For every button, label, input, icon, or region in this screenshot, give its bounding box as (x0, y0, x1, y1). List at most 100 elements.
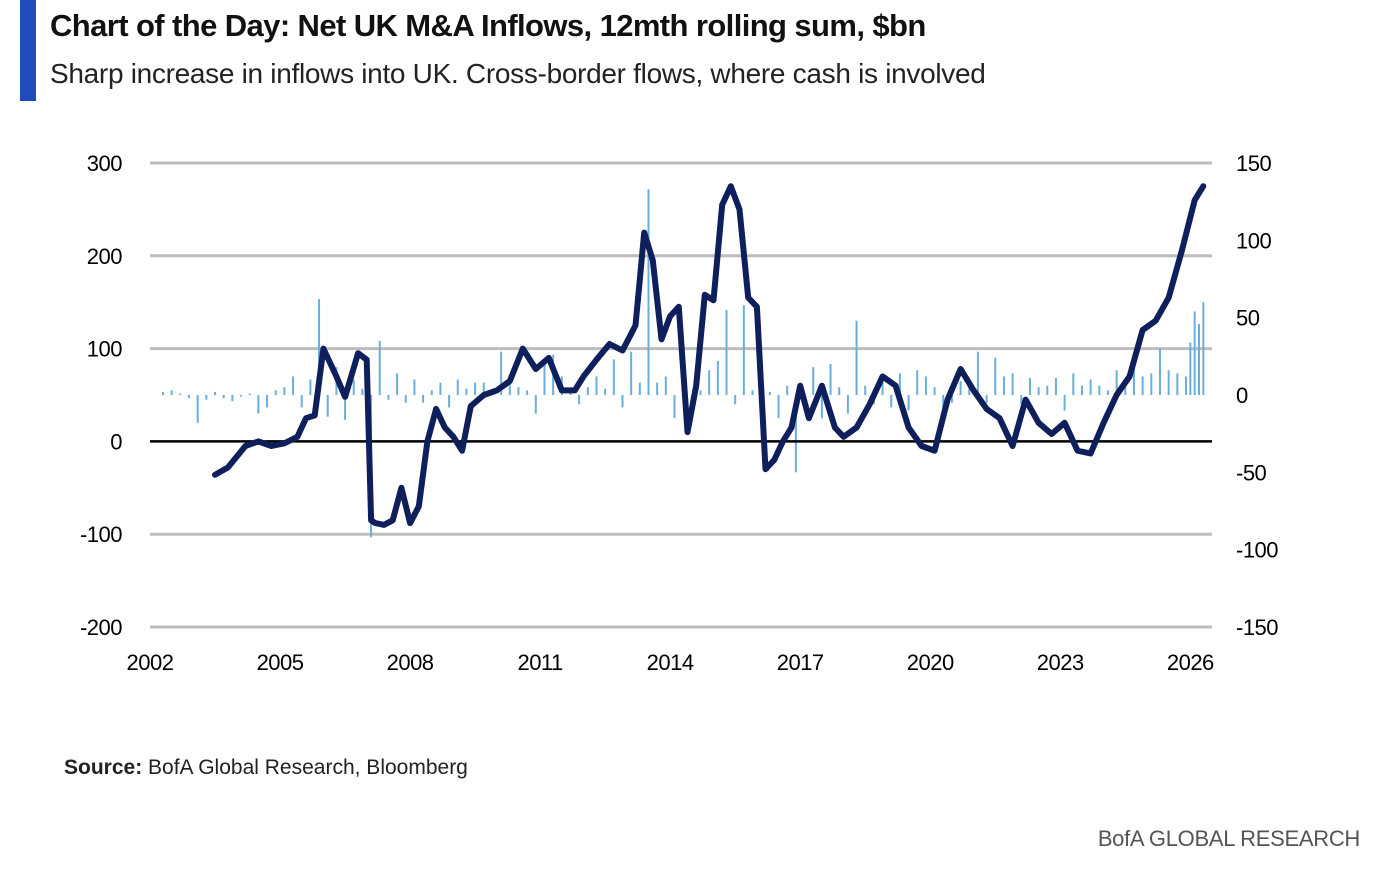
bar (768, 391, 771, 395)
bar (456, 379, 459, 395)
right-tick-label: -100 (1236, 538, 1278, 563)
bar (751, 390, 754, 395)
bar (404, 395, 407, 403)
bar (170, 390, 173, 395)
bar (924, 376, 927, 395)
right-tick-label: -150 (1236, 615, 1278, 640)
left-tick-label: 200 (87, 244, 122, 269)
bar (1080, 385, 1083, 395)
bar (266, 395, 269, 408)
bar (508, 381, 511, 395)
right-tick-label: 150 (1236, 151, 1271, 176)
bar (621, 395, 624, 408)
x-tick-label: 2026 (1167, 650, 1214, 675)
bar (656, 382, 659, 395)
rolling-sum-line (212, 183, 1207, 528)
bar (1197, 323, 1200, 395)
bar (448, 395, 451, 408)
x-axis: 2002 2005 2008 2011 2014 2017 2020 2023 2026 (127, 650, 1215, 675)
bar (1150, 373, 1153, 395)
bar (959, 381, 962, 395)
bar (1089, 379, 1092, 395)
bar (465, 388, 468, 395)
bar (1054, 377, 1057, 395)
bar (812, 367, 815, 395)
bar (378, 340, 381, 395)
source-note: Source: BofA Global Research, Bloomberg (64, 756, 468, 780)
bar (179, 393, 182, 395)
bar (534, 395, 537, 414)
left-tick-label: 0 (110, 429, 122, 454)
bar (673, 395, 676, 419)
bar (838, 387, 841, 395)
bar (1002, 376, 1005, 395)
bar (638, 382, 641, 395)
bar (881, 382, 884, 395)
source-text: BofA Global Research, Bloomberg (142, 756, 468, 779)
bar (742, 305, 745, 395)
bar (907, 395, 910, 411)
bar (968, 387, 971, 395)
bar (1124, 385, 1127, 395)
x-tick-label: 2014 (647, 650, 694, 675)
bar (898, 373, 901, 395)
bar (716, 360, 719, 395)
right-tick-label: 0 (1236, 383, 1248, 408)
bar (482, 382, 485, 395)
bar (1028, 377, 1031, 395)
left-tick-label: -200 (80, 615, 122, 640)
bar (439, 382, 442, 395)
bar (734, 395, 737, 405)
bar (543, 364, 546, 395)
bar (864, 385, 867, 395)
bar (352, 379, 355, 395)
left-tick-label: -100 (80, 522, 122, 547)
bar (950, 395, 953, 403)
bar (1132, 354, 1135, 395)
bar (976, 351, 979, 395)
x-tick-label: 2017 (777, 650, 824, 675)
bar (1176, 373, 1179, 395)
bar (1158, 348, 1161, 395)
x-tick-label: 2008 (387, 650, 434, 675)
bar (994, 357, 997, 395)
bar (1184, 376, 1187, 395)
bar (1189, 342, 1192, 395)
left-tick-label: 300 (87, 151, 122, 176)
bar (855, 320, 858, 395)
x-tick-label: 2005 (257, 650, 304, 675)
x-tick-label: 2020 (907, 650, 954, 675)
right-tick-label: 100 (1236, 228, 1271, 253)
bar (292, 376, 295, 395)
bar (777, 395, 780, 419)
bar (794, 395, 797, 473)
bar (222, 395, 225, 399)
bar (413, 379, 416, 395)
bar (942, 395, 945, 413)
bar (1193, 311, 1196, 395)
bar (344, 395, 347, 420)
bar (725, 309, 728, 395)
chart-title: Chart of the Day: Net UK M&A Inflows, 12… (50, 8, 926, 43)
x-tick-label: 2002 (127, 650, 174, 675)
accent-bar (20, 0, 36, 101)
bar (630, 351, 633, 395)
bar (422, 395, 425, 403)
source-label: Source: (64, 756, 143, 779)
x-tick-label: 2011 (517, 650, 563, 675)
bar (205, 395, 208, 400)
bar (820, 395, 823, 419)
bar (361, 388, 364, 395)
chart-subtitle: Sharp increase in inflows into UK. Cross… (50, 58, 986, 89)
line-series (212, 183, 1207, 528)
bar (396, 373, 399, 395)
bar (1072, 373, 1075, 395)
bar (214, 391, 217, 395)
bar (595, 376, 598, 395)
bar (708, 370, 711, 395)
bar (786, 385, 789, 395)
bar (612, 359, 615, 395)
left-axis: 300 200 100 0 -100 -200 (80, 151, 123, 640)
bar (188, 395, 191, 399)
